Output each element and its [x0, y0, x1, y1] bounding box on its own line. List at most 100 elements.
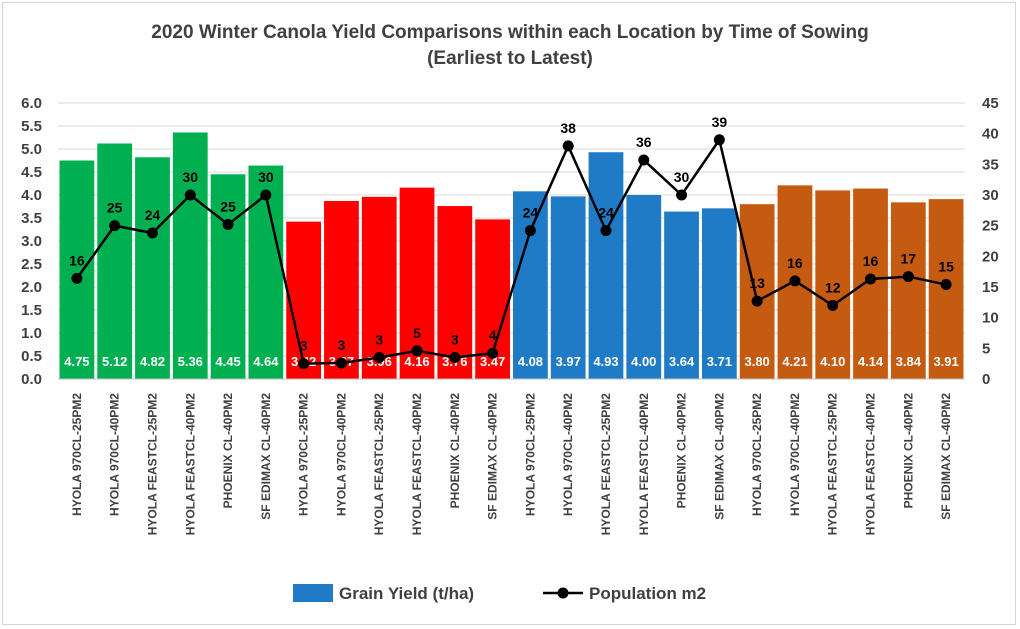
population-point — [562, 140, 574, 152]
population-value-label: 16 — [863, 253, 879, 269]
bar-value-label: 4.08 — [518, 354, 543, 369]
population-value-label: 16 — [787, 255, 803, 271]
population-value-label: 24 — [598, 205, 614, 221]
bar-value-label: 4.93 — [593, 354, 618, 369]
chart-title-line-1: 2020 Winter Canola Yield Comparisons wit… — [151, 22, 869, 43]
legend: Grain Yield (t/ha) Population m2 — [293, 584, 706, 603]
population-value-label: 17 — [901, 251, 917, 267]
population-point — [449, 352, 461, 364]
population-point — [109, 220, 121, 232]
bar-value-label: 4.16 — [404, 354, 429, 369]
bar — [135, 157, 170, 379]
x-tick-label: SF EDIMAX CL-40PM2 — [259, 393, 273, 520]
bar — [59, 160, 95, 379]
x-tick-label: HYOLA 970CL-25PM2 — [523, 393, 537, 516]
x-tick-label: HYOLA FEASTCL-40PM2 — [410, 393, 424, 536]
x-tick-label: HYOLA 970CL-40PM2 — [788, 393, 802, 516]
y-right-tick-label: 30 — [982, 187, 999, 204]
y-right-tick-label: 35 — [982, 156, 999, 173]
population-value-label: 24 — [145, 207, 161, 223]
bar-value-label: 4.10 — [820, 354, 845, 369]
x-tick-label: SF EDIMAX CL-40PM2 — [486, 393, 500, 520]
population-point — [411, 345, 423, 357]
line-series: 16 25 24 30 25 30 3 3 3 5 3 4 24 38 24 36 30 39 13 16 12 16 17… — [69, 114, 954, 370]
x-tick-label: HYOLA FEASTCL-25PM2 — [145, 393, 159, 536]
bar-value-label: 4.45 — [215, 354, 240, 369]
bar — [513, 191, 548, 379]
population-value-label: 30 — [182, 169, 198, 185]
bar-value-label: 3.71 — [707, 354, 732, 369]
legend-swatch-grain-yield — [293, 584, 333, 602]
bar-value-label: 3.80 — [744, 354, 769, 369]
bar — [890, 202, 926, 379]
x-tick-label: HYOLA 970CL-25PM2 — [70, 393, 84, 516]
bar — [664, 211, 699, 379]
population-point — [373, 352, 385, 364]
population-value-label: 24 — [523, 205, 539, 221]
bar — [588, 152, 624, 379]
axes: 0.0 0.5 1.0 1.5 2.0 2.5 3.0 3.5 4.0 4.5 5.0 5.5 6.0 0… — [21, 95, 999, 535]
population-value-label: 3 — [338, 337, 346, 353]
bar-value-label: 4.64 — [253, 354, 279, 369]
bar-value-label: 3.64 — [669, 354, 695, 369]
bar — [97, 143, 133, 379]
population-value-label: 12 — [825, 279, 841, 295]
y-right-tick-label: 0 — [982, 371, 990, 388]
population-point — [524, 225, 536, 237]
bar — [815, 190, 851, 379]
population-point — [789, 275, 801, 287]
x-tick-label: HYOLA 970CL-25PM2 — [297, 393, 311, 516]
population-point — [902, 271, 914, 283]
population-line — [75, 136, 947, 365]
x-tick-label: HYOLA FEASTCL-40PM2 — [183, 393, 197, 536]
population-point — [827, 299, 839, 311]
bar-value-label: 4.82 — [140, 354, 165, 369]
y-left-tick-label: 3.0 — [21, 233, 42, 250]
x-tick-label: HYOLA FEASTCL-40PM2 — [637, 393, 651, 536]
population-point — [940, 279, 952, 291]
bar-value-label: 3.84 — [896, 354, 922, 369]
y-right-tick-label: 5 — [982, 340, 990, 357]
x-tick-label: PHOENIX CL-40PM2 — [448, 393, 462, 509]
x-tick-label: HYOLA 970CL-40PM2 — [334, 393, 348, 516]
population-value-label: 36 — [636, 134, 652, 150]
population-point — [638, 154, 650, 166]
population-point — [298, 358, 310, 370]
y-left-tick-label: 6.0 — [21, 95, 42, 112]
bar — [248, 165, 284, 379]
y-left-tick-label: 2.0 — [21, 279, 42, 296]
bar-value-label: 4.14 — [858, 354, 884, 369]
x-tick-label: PHOENIX CL-40PM2 — [675, 393, 689, 509]
population-point — [222, 218, 234, 230]
population-value-label: 16 — [69, 252, 85, 268]
y-right-tick-label: 25 — [982, 218, 999, 235]
population-point — [865, 273, 877, 285]
bar-value-label: 3.97 — [556, 354, 581, 369]
x-tick-label: HYOLA FEASTCL-25PM2 — [826, 393, 840, 536]
population-point — [335, 357, 347, 369]
y-left-tick-label: 5.0 — [21, 141, 42, 158]
y-right-tick-label: 45 — [982, 95, 999, 112]
bar — [701, 208, 737, 379]
gridlines — [58, 102, 965, 357]
population-value-label: 38 — [560, 120, 576, 136]
population-point — [146, 227, 158, 239]
population-value-label: 39 — [712, 114, 728, 130]
x-tick-label: PHOENIX CL-40PM2 — [221, 393, 235, 509]
population-point — [600, 225, 612, 237]
population-point — [71, 272, 83, 284]
bar-value-label: 5.36 — [178, 354, 203, 369]
bar-series: 4.755.124.825.364.454.643.423.873.964.16… — [59, 132, 964, 379]
y-right-tick-label: 40 — [982, 126, 999, 143]
population-point — [487, 347, 499, 359]
bar — [739, 204, 775, 379]
y-left-tick-label: 0.5 — [21, 348, 42, 365]
chart-title-line-2: (Earliest to Latest) — [427, 48, 593, 69]
population-point — [184, 189, 196, 201]
y-left-tick-label: 1.0 — [21, 325, 42, 342]
y-left-tick-label: 1.5 — [21, 302, 42, 319]
population-value-label: 25 — [220, 198, 236, 214]
x-tick-label: HYOLA 970CL-25PM2 — [750, 393, 764, 516]
